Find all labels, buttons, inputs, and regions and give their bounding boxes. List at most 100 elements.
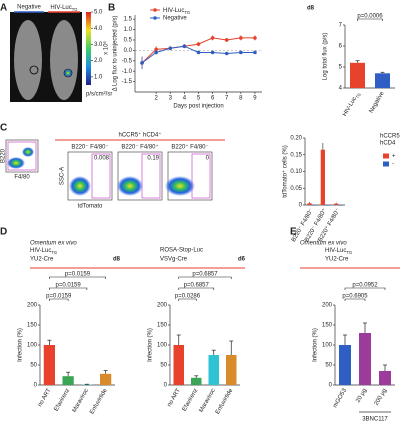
condition-label: YU2-Cre [30, 257, 54, 263]
legend-swatch [383, 161, 389, 167]
point [168, 46, 173, 51]
x-tick-label: Maraviroc [198, 388, 216, 414]
colorbar-tick-label: 5.0 [94, 10, 103, 16]
bar [100, 373, 112, 385]
y-tick-label: 200 [157, 303, 168, 309]
condition-label: HIV-LucTG [325, 248, 352, 255]
gate-header: hCCR5⁺ hCD4⁺ [118, 132, 161, 139]
point [253, 36, 257, 40]
plot-title: B220⁻ F4/80⁺ [121, 144, 158, 151]
x-tick-label: 2 [154, 96, 158, 102]
point [253, 50, 257, 55]
x-tick-label: no ART [37, 388, 52, 409]
colorbar-tick-label: 1.0 [94, 74, 103, 80]
x-tick-label: 9 [253, 96, 257, 102]
significance-bracket [178, 287, 215, 290]
y-axis-label: Infection (%) [313, 328, 319, 362]
colorbar [86, 12, 91, 85]
y-tick-label: 50 [30, 363, 37, 369]
bar [307, 203, 312, 205]
group-label-main: HIV-Luc [50, 5, 71, 11]
bar [43, 345, 55, 385]
legend-label: Negative [163, 16, 187, 22]
x-tick-label: 20 µg [355, 388, 368, 404]
x-tick-label: Enfuvirtide [89, 387, 109, 415]
p-value: p=0.0159 [56, 283, 82, 289]
gate [141, 153, 161, 199]
series-line [141, 37, 255, 64]
x-tick-label: 3 [169, 96, 173, 102]
condition-label: YU2-Cre [325, 257, 349, 263]
panel-label: E [290, 227, 297, 238]
legend-label: - [392, 162, 394, 168]
y-tick-label: -1.0 [122, 69, 133, 75]
group-label: 3BNC117 [362, 417, 388, 423]
y-axis-label: Infection (%) [18, 328, 24, 362]
axis-label: F4/80 [14, 175, 30, 181]
x-tick-label: 7 [225, 96, 229, 102]
point [154, 50, 158, 55]
bar [350, 62, 365, 88]
bar [173, 345, 184, 385]
significance-bracket [49, 276, 106, 279]
y-tick-label: 0.5 [124, 38, 133, 44]
y-tick-label: -0.5 [122, 58, 133, 64]
gate-percent: 0 [206, 156, 210, 162]
y-tick-label: 1.5 [124, 17, 133, 23]
x-tick-label: Efavirenz [54, 388, 72, 413]
significance-bracket [49, 298, 69, 301]
plot-title: B220⁻ F4/80⁻ [71, 145, 108, 151]
gate [191, 153, 211, 199]
p-value: p=0.0159 [65, 272, 91, 278]
point [224, 51, 229, 56]
legend-title: hCCR5 [380, 134, 400, 140]
condition-label-main: HIV-Luc [325, 248, 346, 254]
colorbar-tick-label: 2.0 [94, 58, 103, 64]
x-tick-label: HIV-LucTG [342, 91, 362, 118]
x-tick-label: Efavirenz [182, 388, 200, 413]
population [22, 147, 34, 157]
y-tick-label: 1.0 [124, 27, 133, 33]
condition-label: HIV-LucTG [30, 248, 57, 255]
bar [338, 205, 343, 206]
p-value: p=0.6905 [342, 294, 368, 300]
x-tick-label: Negative [369, 90, 386, 114]
gate [7, 141, 37, 171]
x-tick-label-main: HIV-Luc [342, 96, 358, 117]
y-tick-label: 150 [322, 323, 333, 329]
panel-label: A [0, 3, 7, 14]
group-label-sub: TG [72, 7, 78, 12]
y-axis-label: Infection (%) [148, 328, 154, 362]
bar [191, 377, 202, 385]
y-tick-label: 0.10 [290, 169, 302, 175]
y-tick-label: 50 [160, 363, 167, 369]
axis-label: SSC-A [60, 167, 66, 185]
legend-title: hCD4 [380, 141, 396, 147]
chart-title: d8 [307, 6, 315, 12]
colorbar-tick-label: 4.0 [94, 26, 103, 32]
x-tick-label: Enfuvirtide [215, 387, 235, 415]
gate [91, 153, 111, 199]
y-tick-label: 4 [339, 86, 343, 92]
point [239, 50, 243, 55]
y-tick-label: 0 [299, 203, 303, 209]
bar [208, 355, 219, 385]
signal [63, 68, 73, 78]
axis-label: B220 [1, 148, 7, 163]
y-tick-label: 0.05 [290, 186, 302, 192]
legend-marker [153, 8, 157, 12]
mouse [14, 20, 42, 100]
x-tick-label: mGO53 [332, 387, 348, 409]
y-tick-label: 0 [34, 383, 38, 389]
x-tick-label: 4 [183, 96, 187, 102]
colorbar-unit: p/s/cm²/sr [86, 92, 112, 98]
y-tick-label: 150 [27, 323, 38, 329]
section-header: Omentum ex vivo [300, 241, 347, 247]
point [210, 50, 215, 55]
plot-title: B220⁺ F4/80⁻ [171, 144, 208, 151]
p-value: p=0.6857 [192, 272, 218, 278]
point [154, 47, 158, 52]
x-tick-label: no ART [167, 388, 182, 409]
legend-swatch [383, 153, 389, 159]
mouse [50, 20, 78, 100]
